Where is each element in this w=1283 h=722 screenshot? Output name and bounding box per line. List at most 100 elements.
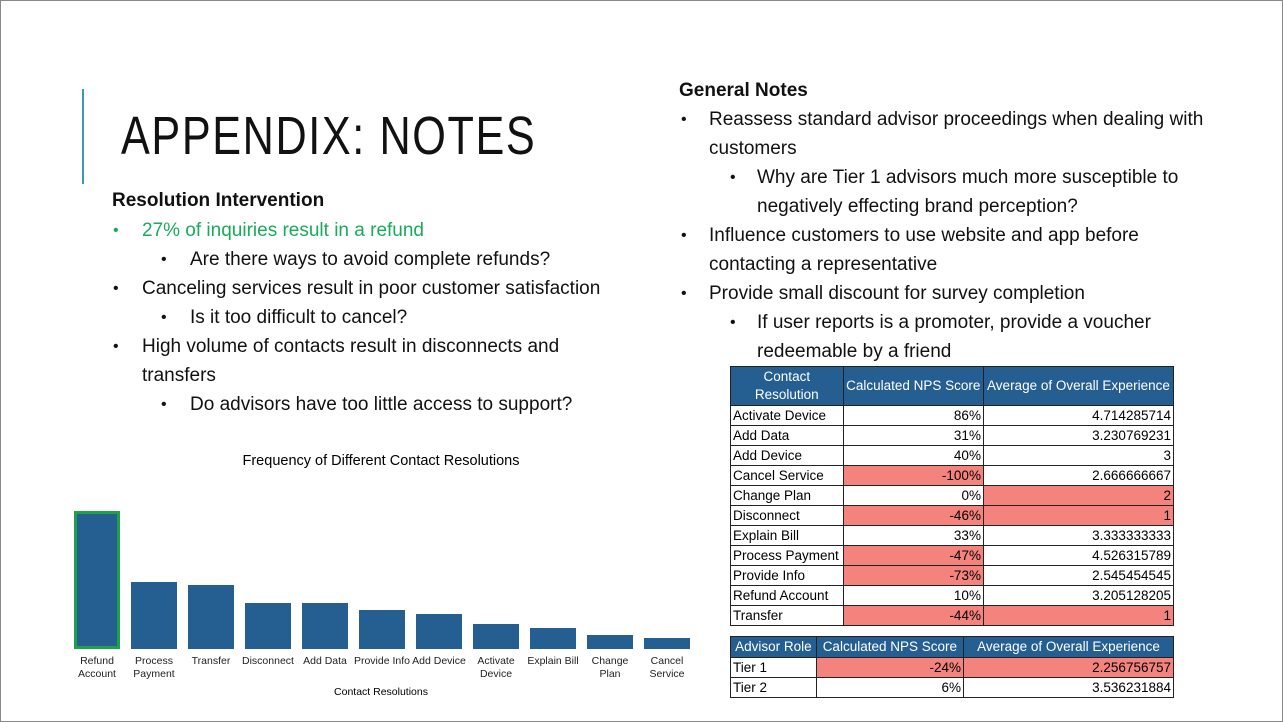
table-cell: 0% <box>842 485 984 506</box>
bullet-text: If user reports is a promoter, provide a… <box>757 312 1151 362</box>
bullet: • <box>161 251 167 268</box>
table-cell: Transfer <box>730 605 844 626</box>
accent-line <box>82 89 84 184</box>
bullet-text: Reassess standard advisor proceedings wh… <box>709 109 1204 159</box>
x-tick-label: Add Device <box>412 655 466 667</box>
bullet-text: 27% of inquiries result in a refund <box>142 220 424 241</box>
table-cell: 3.230769231 <box>982 425 1175 446</box>
bullet: • <box>161 396 167 413</box>
table-cell: -44% <box>842 605 984 626</box>
table-cell: Add Data <box>730 425 844 446</box>
table-cell: Explain Bill <box>730 525 844 546</box>
bullet: • <box>681 111 687 128</box>
table-cell: 3 <box>982 445 1175 466</box>
table-row: Change Plan 0% 2 <box>730 485 1175 506</box>
table-cell: 33% <box>842 525 984 546</box>
table-cell: 1 <box>982 505 1175 526</box>
bullet-text: Canceling services result in poor custom… <box>142 278 601 299</box>
bullet: • <box>730 314 736 331</box>
table-row: Tier 2 6% 3.536231884 <box>730 677 1174 698</box>
table-cell: -73% <box>842 565 984 586</box>
bullet-item: • If user reports is a promoter, provide … <box>730 308 1224 366</box>
table-cell: Change Plan <box>730 485 844 506</box>
bar <box>587 634 633 649</box>
bullet-item: • Influence customers to use website and … <box>681 221 1224 279</box>
table-row: Cancel Service -100% 2.666666667 <box>730 465 1175 486</box>
x-tick-label: Transfer <box>191 655 231 667</box>
table-cell: 6% <box>815 677 965 698</box>
table-resolution: Contact Resolution Calculated NPS Score Av… <box>730 366 1175 626</box>
slide-title: APPENDIX: NOTES <box>121 106 537 166</box>
left-list: • 27% of inquiries result in a refund • Are… <box>1 216 600 419</box>
bar <box>644 638 690 649</box>
bar <box>131 581 177 649</box>
table-cell: 10% <box>842 585 984 606</box>
table-cell: Process Payment <box>730 545 844 566</box>
table-row: Provide Info -73% 2.545454545 <box>730 565 1175 586</box>
x-tick-label: Provide Info <box>353 655 411 667</box>
bullet-text: Are there ways to avoid complete refunds… <box>190 249 551 270</box>
table-row: Activate Device 86% 4.714285714 <box>730 405 1175 426</box>
table-cell: 3.333333333 <box>982 525 1175 546</box>
table-cell: 4.526315789 <box>982 545 1175 566</box>
header-cell: Contact Resolution <box>730 366 844 406</box>
table-row: Disconnect -46% 1 <box>730 505 1175 526</box>
right-list: • Reassess standard advisor proceedings w… <box>1 105 1203 366</box>
bullet-text: Why are Tier 1 advisors much more suscep… <box>757 167 1179 217</box>
table-cell: 31% <box>842 425 984 446</box>
bar <box>416 613 462 649</box>
table-cell: 2.545454545 <box>982 565 1175 586</box>
table-row: Transfer -44% 1 <box>730 605 1175 626</box>
x-tick-label: Change Plan <box>591 655 629 680</box>
table-cell: 4.714285714 <box>982 405 1175 426</box>
x-tick-label: Explain Bill <box>527 655 579 667</box>
bullet: • <box>681 227 687 244</box>
header-cell: Calculated NPS Score <box>842 366 984 406</box>
bullet-item: • Is it too difficult to cancel? <box>161 303 612 332</box>
left-heading: Resolution Intervention <box>112 190 325 211</box>
bar <box>359 610 405 649</box>
bullet-item: • Why are Tier 1 advisors much more susce… <box>730 163 1224 221</box>
bullet: • <box>113 338 119 355</box>
bullet-text: Provide small discount for survey comple… <box>709 283 1085 304</box>
table-cell: Add Device <box>730 445 844 466</box>
header-cell: Calculated NPS Score <box>815 636 965 658</box>
bar <box>74 511 120 649</box>
table-cell: 40% <box>842 445 984 466</box>
x-tick-label: Cancel Service <box>649 655 685 680</box>
table-cell: -100% <box>842 465 984 486</box>
bullet: • <box>681 285 687 302</box>
bullet-text: High volume of contacts result in discon… <box>142 336 560 386</box>
bullet: • <box>113 280 119 297</box>
x-tick-label: Refund Account <box>78 655 116 680</box>
table-cell: Activate Device <box>730 405 844 426</box>
bullet-item: • Do advisors have too little access to s… <box>161 390 612 419</box>
header-cell: Average of Overall Experience <box>963 636 1174 658</box>
table-cell: 3.536231884 <box>963 677 1174 698</box>
table-cell: 2.256756757 <box>963 657 1174 678</box>
table-cell: Provide Info <box>730 565 844 586</box>
bullet-text: Do advisors have too little access to su… <box>190 394 573 415</box>
x-tick-label: Process Payment <box>133 655 175 680</box>
table-cell: -46% <box>842 505 984 526</box>
table-cell: 86% <box>842 405 984 426</box>
table-advisor: Advisor Role Calculated NPS Score Average … <box>730 636 1174 698</box>
bullet-item: • 27% of inquiries result in a refund <box>113 216 612 245</box>
bullet-item: • Canceling services result in poor custo… <box>113 274 612 303</box>
bullet-text: Is it too difficult to cancel? <box>190 307 408 328</box>
x-tick-label: Disconnect <box>242 655 294 667</box>
table-cell: -47% <box>842 545 984 566</box>
bar <box>473 624 519 649</box>
bullet: • <box>161 309 167 326</box>
bullet: • <box>730 169 736 186</box>
bar <box>530 627 576 649</box>
header-row: Contact Resolution Calculated NPS Score Av… <box>730 366 1175 406</box>
table-row: Process Payment -47% 4.526315789 <box>730 545 1175 566</box>
table-cell: Disconnect <box>730 505 844 526</box>
table-cell: 1 <box>982 605 1175 626</box>
table-cell: 2.666666667 <box>982 465 1175 486</box>
table-cell: Cancel Service <box>730 465 844 486</box>
table-cell: 3.205128205 <box>982 585 1175 606</box>
table-row: Add Device 40% 3 <box>730 445 1175 466</box>
